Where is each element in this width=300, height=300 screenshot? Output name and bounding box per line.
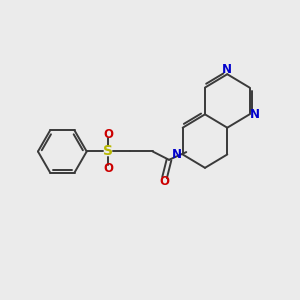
- Text: N: N: [250, 108, 260, 121]
- Text: N: N: [222, 63, 232, 76]
- Text: O: O: [103, 162, 113, 175]
- Text: S: S: [103, 145, 113, 158]
- Text: O: O: [160, 175, 170, 188]
- Text: N: N: [172, 148, 182, 161]
- Text: O: O: [103, 128, 113, 141]
